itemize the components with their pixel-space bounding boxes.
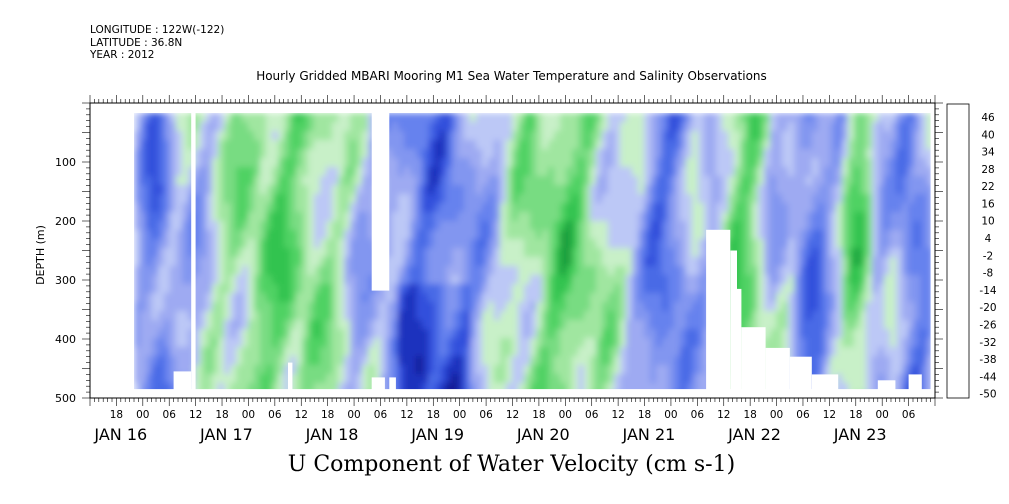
y-tick-label: 100 [55,156,76,169]
x-hour-tick-label: 18 [110,409,123,421]
colorbar: 46 40 34 28 22 16 10 4 -2 -8 -14 -20 -26 -32 -38 -44 -50 [946,103,997,401]
x-day-tick-label: JAN 19 [410,425,464,444]
colorbar-label: 10 [981,216,994,228]
x-hour-tick-label: 00 [242,409,255,421]
x-hour-tick-label: 00 [876,409,889,421]
x-hour-tick-label: 06 [163,409,177,421]
y-tick-label: 300 [55,274,76,287]
x-day-tick-label: JAN 22 [727,425,781,444]
colorbar-label: 40 [981,129,994,141]
longitude-label: LONGITUDE : 122W(-122) [90,24,225,36]
y-tick-label: 200 [55,215,76,228]
x-hour-tick-label: 12 [189,409,202,421]
colorbar-label: 22 [981,181,994,193]
x-hour-tick-label: 18 [638,409,651,421]
x-hour-tick-label: 12 [717,409,730,421]
colorbar-label: -50 [979,389,996,401]
x-hour-tick-label: 12 [400,409,413,421]
latitude-label: LATITUDE : 36.8N [90,36,183,49]
y-tick-label: 500 [55,392,76,405]
x-hour-tick-label: 18 [743,409,756,421]
axes: 100 200 300 400 500 18 00 06 12 18 00 06 12 18 00 06 12 1… [55,95,943,444]
chart-title: Hourly Gridded MBARI Mooring M1 Sea Wate… [256,69,767,83]
x-hour-tick-label: 12 [295,409,308,421]
colorbar-label: -44 [979,371,996,383]
x-hour-tick-label: 00 [770,409,783,421]
x-hour-tick-label: 12 [611,409,624,421]
missing-data-mask [90,103,935,398]
x-hour-tick-label: 00 [347,409,360,421]
colorbar-label: -26 [979,320,996,332]
metadata-block: LONGITUDE : 122W(-122) LATITUDE : 36.8N … [90,24,224,62]
colorbar-label: 28 [981,164,994,176]
x-day-tick-label: JAN 21 [622,425,676,444]
colorbar-label: 4 [985,233,992,245]
variable-title: U Component of Water Velocity (cm s-1) [287,452,736,477]
x-day-tick-label: JAN 16 [93,425,147,444]
colorbar-label: 46 [981,112,995,124]
colorbar-label: 16 [981,198,995,210]
velocity-field [134,113,933,398]
x-hour-tick-label: 18 [215,409,228,421]
x-hour-tick-label: 00 [136,409,149,421]
x-hour-tick-label: 18 [849,409,862,421]
x-hour-tick-label: 06 [479,409,493,421]
colorbar-label: -14 [979,285,996,297]
x-hour-tick-label: 00 [559,409,572,421]
colorbar-label: -38 [979,354,996,366]
x-hour-tick-label: 06 [691,409,705,421]
x-hour-tick-label: 06 [902,409,916,421]
x-day-tick-label: JAN 20 [516,425,570,444]
x-hour-tick-label: 18 [427,409,440,421]
x-hour-tick-label: 18 [321,409,334,421]
x-day-tick-label: JAN 17 [199,425,253,444]
colorbar-label: -20 [979,302,996,314]
x-hour-tick-label: 00 [453,409,466,421]
colorbar-label: -8 [983,268,993,280]
x-hour-tick-label: 06 [374,409,388,421]
x-hour-tick-label: 06 [268,409,282,421]
y-tick-label: 400 [55,333,76,346]
y-axis-label: DEPTH (m) [34,225,47,285]
x-hour-tick-label: 18 [532,409,545,421]
colorbar-label: 34 [981,147,995,159]
x-hour-tick-label: 00 [664,409,677,421]
x-hour-tick-label: 06 [796,409,810,421]
x-day-tick-label: JAN 18 [305,425,359,444]
colorbar-label: -2 [983,250,993,262]
x-hour-tick-label: 06 [585,409,599,421]
x-hour-tick-label: 12 [506,409,519,421]
year-label: YEAR : 2012 [90,49,155,61]
colorbar-label: -32 [979,337,996,349]
x-day-tick-label: JAN 23 [833,425,887,444]
x-hour-tick-label: 12 [823,409,836,421]
